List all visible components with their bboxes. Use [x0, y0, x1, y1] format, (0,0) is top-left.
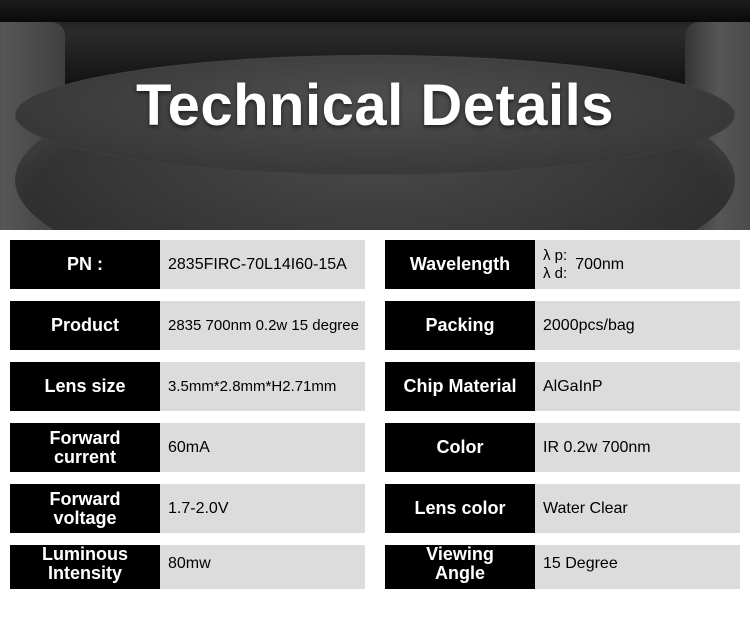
spec-column-left: PN :2835FIRC-70L14I60-15AProduct2835 700…	[10, 240, 365, 589]
spec-row: Wavelength λ p:λ d: 700nm	[385, 240, 740, 289]
hero-banner: Technical Details	[0, 0, 750, 230]
spec-row: Lens size3.5mm*2.8mm*H2.71mm	[10, 362, 365, 411]
spec-row: Lens colorWater Clear	[385, 484, 740, 533]
spec-row: Chip MaterialAlGaInP	[385, 362, 740, 411]
spec-value: 2835FIRC-70L14I60-15A	[160, 240, 365, 289]
spec-row: Packing2000pcs/bag	[385, 301, 740, 350]
spec-label: Forwardcurrent	[10, 423, 160, 472]
spec-label: Packing	[385, 301, 535, 350]
spec-row: PN :2835FIRC-70L14I60-15A	[10, 240, 365, 289]
spec-label: Lens color	[385, 484, 535, 533]
spec-row: ColorIR 0.2w 700nm	[385, 423, 740, 472]
spec-row: Forwardcurrent60mA	[10, 423, 365, 472]
page-title: Technical Details	[0, 72, 750, 139]
spec-value: 2000pcs/bag	[535, 301, 740, 350]
spec-label: LuminousIntensity	[10, 545, 160, 589]
spec-table: PN :2835FIRC-70L14I60-15AProduct2835 700…	[0, 230, 750, 589]
spec-row: ViewingAngle15 Degree	[385, 545, 740, 589]
spec-label: PN :	[10, 240, 160, 289]
wavelength-value: 700nm	[575, 255, 624, 274]
spec-row: LuminousIntensity80mw	[10, 545, 365, 589]
spec-value: 60mA	[160, 423, 365, 472]
spec-label: Forwardvoltage	[10, 484, 160, 533]
spec-value: 1.7-2.0V	[160, 484, 365, 533]
spec-value: AlGaInP	[535, 362, 740, 411]
spec-value: IR 0.2w 700nm	[535, 423, 740, 472]
spec-label: Wavelength	[385, 240, 535, 289]
spec-label: ViewingAngle	[385, 545, 535, 589]
wavelength-lambda-p: λ p:	[543, 247, 567, 265]
spec-value-wavelength: λ p:λ d: 700nm	[535, 240, 740, 289]
spec-label: Product	[10, 301, 160, 350]
spec-row: Product2835 700nm 0.2w 15 degree	[10, 301, 365, 350]
spec-value: 80mw	[160, 545, 365, 589]
wavelength-lambda-d: λ d:	[543, 265, 567, 283]
spec-label: Lens size	[10, 362, 160, 411]
spec-value: 15 Degree	[535, 545, 740, 589]
spec-label: Color	[385, 423, 535, 472]
spec-value: 2835 700nm 0.2w 15 degree	[160, 301, 365, 350]
spec-value: 3.5mm*2.8mm*H2.71mm	[160, 362, 365, 411]
spec-column-right: Wavelength λ p:λ d: 700nm Packing2000pcs/ba…	[385, 240, 740, 589]
spec-value: Water Clear	[535, 484, 740, 533]
spec-label: Chip Material	[385, 362, 535, 411]
spec-row: Forwardvoltage1.7-2.0V	[10, 484, 365, 533]
